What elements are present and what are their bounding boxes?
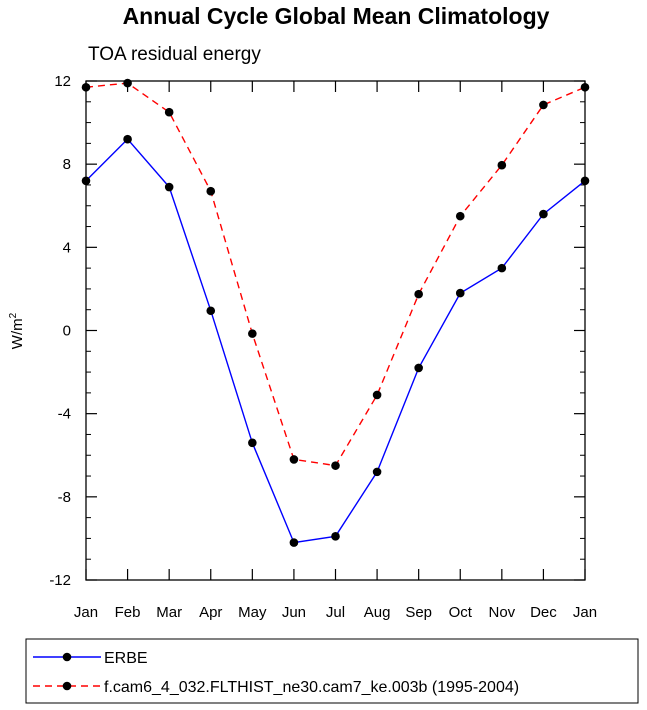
series-1-point bbox=[164, 182, 174, 192]
series-2-point bbox=[331, 461, 340, 470]
series-1-point bbox=[206, 306, 216, 316]
series-2-point bbox=[580, 82, 590, 92]
series-1-point bbox=[331, 532, 340, 541]
series-1-point bbox=[372, 467, 382, 477]
series-2-point bbox=[248, 329, 257, 338]
series-line-2 bbox=[85, 82, 586, 467]
x-tick-label: Feb bbox=[115, 604, 141, 621]
x-tick-label: May bbox=[238, 604, 267, 621]
y-tick-label: 12 bbox=[54, 73, 71, 90]
series-1-point bbox=[289, 538, 299, 547]
x-tick-label: Dec bbox=[530, 604, 557, 621]
legend-marker-2 bbox=[62, 681, 72, 691]
x-tick-label: Sep bbox=[405, 604, 432, 621]
x-tick-label: Oct bbox=[449, 604, 473, 621]
series-2-point bbox=[81, 82, 91, 92]
plot-area: -12 -8 -4 0 4 8 12 Jan Feb Mar Apr May Jun Jul Aug Sep O… bbox=[49, 73, 597, 621]
series-1-point bbox=[455, 288, 465, 298]
legend-box bbox=[25, 638, 639, 704]
series-1-point bbox=[414, 363, 423, 373]
series-1-point bbox=[539, 209, 548, 219]
series-2-point bbox=[414, 289, 423, 299]
series-line-1 bbox=[85, 138, 586, 544]
chart-title: Annual Cycle Global Mean Climatology bbox=[123, 3, 550, 29]
series-2-point bbox=[289, 455, 299, 464]
series-1-point bbox=[248, 438, 257, 448]
y-tick-label: -8 bbox=[58, 489, 71, 506]
series-1-point bbox=[497, 263, 507, 273]
chart-subtitle: TOA residual energy bbox=[88, 44, 261, 65]
series-2-point bbox=[123, 78, 132, 88]
series-2-point bbox=[372, 390, 382, 400]
plot-frame bbox=[85, 80, 586, 581]
series-1-point bbox=[81, 176, 91, 186]
x-tick-label: Jan bbox=[573, 604, 597, 621]
x-tick-label: Aug bbox=[364, 604, 391, 621]
series-1-point bbox=[580, 176, 590, 186]
x-tick-label: Nov bbox=[488, 604, 515, 621]
y-axis-label: W/m2 bbox=[8, 312, 26, 349]
x-tick-label: Mar bbox=[156, 604, 182, 621]
y-tick-label: -12 bbox=[49, 572, 71, 589]
y-tick-label: 4 bbox=[63, 239, 71, 256]
x-tick-label: Apr bbox=[199, 604, 222, 621]
series-2-point bbox=[164, 107, 174, 117]
legend-marker-1 bbox=[62, 652, 72, 662]
series-2-point bbox=[455, 211, 465, 221]
y-tick-label: 8 bbox=[63, 156, 71, 173]
legend-label-1: ERBE bbox=[104, 650, 148, 667]
legend-label-2: f.cam6_4_032.FLTHIST_ne30.cam7_ke.003b (… bbox=[104, 679, 519, 696]
legend: ERBE f.cam6_4_032.FLTHIST_ne30.cam7_ke.00… bbox=[25, 638, 639, 704]
series-2-point bbox=[206, 186, 216, 196]
series-2-point bbox=[539, 100, 548, 110]
y-tick-label: -4 bbox=[58, 406, 71, 423]
x-tick-label: Jan bbox=[74, 604, 98, 621]
y-tick-label: 0 bbox=[63, 323, 71, 340]
x-tick-label: Jun bbox=[282, 604, 306, 621]
x-tick-label: Jul bbox=[326, 604, 345, 621]
series-1-point bbox=[123, 134, 132, 144]
series-2-point bbox=[497, 160, 507, 170]
